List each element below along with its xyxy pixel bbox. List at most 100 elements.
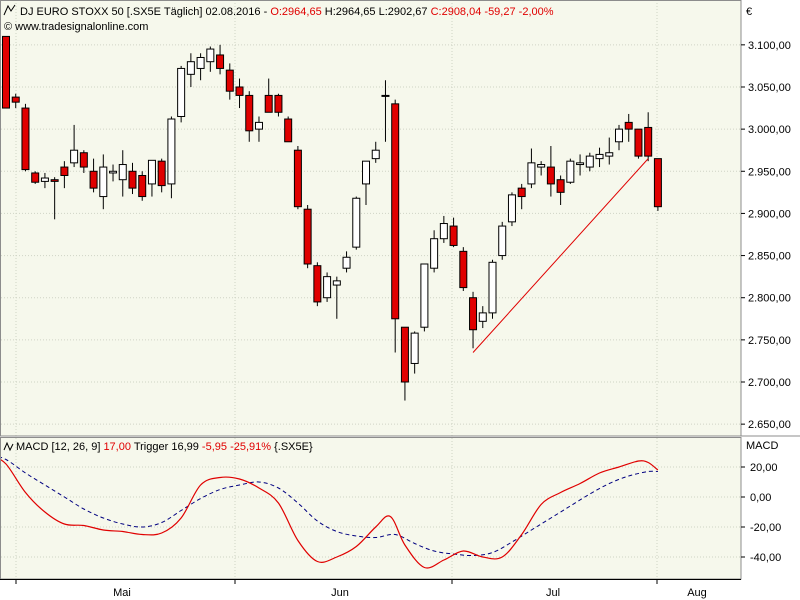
candle-body <box>89 170 98 189</box>
macd-plot-background <box>0 437 741 579</box>
candle <box>420 263 429 332</box>
trigger-value: 16,99 <box>171 441 199 453</box>
candle-body <box>118 164 127 181</box>
candle-body <box>147 159 156 185</box>
candle-body <box>196 56 205 69</box>
candle <box>264 78 273 113</box>
price-plot-frame <box>0 0 742 437</box>
candle-body <box>79 152 88 168</box>
candle <box>546 145 555 197</box>
candle-body <box>507 194 516 223</box>
macd-axis-title: MACD <box>746 440 778 452</box>
candle-body <box>420 263 429 328</box>
indicator-icon <box>3 441 14 452</box>
candle-body <box>21 107 30 171</box>
price-tick-label: 2.800,00 <box>748 293 791 305</box>
candle-body <box>478 312 487 322</box>
candle-body <box>2 35 10 109</box>
candle <box>254 116 263 142</box>
currency-label: € <box>746 6 752 18</box>
candle <box>605 137 614 165</box>
macd-value: 17,00 <box>103 441 131 453</box>
candle-body <box>585 155 594 168</box>
chart-header: DJ EURO STOXX 50 [.SX5E Täglich] 02.08.2… <box>20 6 554 18</box>
price-tick-label: 2.900,00 <box>748 208 791 220</box>
month-label: Jul <box>546 587 560 599</box>
candle <box>128 162 137 195</box>
candle-body <box>216 54 225 69</box>
price-tick-label: 3.000,00 <box>748 124 791 136</box>
candle <box>323 272 332 302</box>
month-label: Aug <box>687 587 707 599</box>
candle <box>624 113 633 142</box>
candle <box>449 217 458 248</box>
macd-trigger-line <box>0 456 658 557</box>
candle-body <box>576 162 585 166</box>
candle <box>595 147 604 168</box>
candle-body <box>644 126 653 157</box>
candle <box>177 65 186 123</box>
candle-body <box>177 67 186 117</box>
candle-body <box>400 326 409 383</box>
candle <box>430 230 439 273</box>
copyright-label: © www.tradesignalonline.com <box>4 21 148 33</box>
candle <box>313 262 322 307</box>
candle-body <box>566 160 575 183</box>
candle <box>614 124 623 151</box>
candle <box>517 183 526 210</box>
candle <box>576 154 585 176</box>
candle-body <box>342 256 351 269</box>
price-y-axis: 2.650,00 2.700,00 2.750,00 2.800,00 2.850,00… <box>741 40 791 431</box>
candle-body <box>469 297 478 331</box>
candle <box>206 46 215 72</box>
candle-body <box>439 223 448 240</box>
candle-body <box>391 103 400 320</box>
candle <box>332 276 341 319</box>
candle <box>303 204 312 269</box>
candle-body <box>634 128 643 157</box>
month-label: Jun <box>331 587 349 599</box>
macd-diff-percent: -25,91% <box>230 441 271 453</box>
candle-body <box>264 94 273 113</box>
candle <box>459 247 468 291</box>
macd-label: MACD [12, 26, 9] <box>16 441 100 453</box>
candle-body <box>449 225 458 246</box>
candle-body <box>410 332 419 364</box>
candle <box>2 35 10 109</box>
candle-body <box>11 96 20 103</box>
open-value: O:2964,65 <box>270 6 321 18</box>
macd-symbol: {.SX5E} <box>274 441 313 453</box>
candle <box>138 171 147 201</box>
candle-body <box>254 121 263 130</box>
macd-tick-label: 0,00 <box>750 492 771 504</box>
candle-body <box>352 197 361 248</box>
candle <box>498 221 507 260</box>
price-tick-label: 3.050,00 <box>748 82 791 94</box>
candle-body <box>167 118 176 185</box>
trigger-label: Trigger <box>134 441 169 453</box>
candle <box>352 196 361 250</box>
candle <box>40 172 49 189</box>
macd-line <box>0 458 659 569</box>
candle-body <box>284 118 293 143</box>
candle <box>284 116 293 143</box>
candle-body <box>527 162 536 185</box>
macd-diff: -5,95 <box>202 441 227 453</box>
candle <box>225 63 234 100</box>
macd-tick-label: -40,00 <box>750 552 781 564</box>
candle <box>245 91 254 142</box>
price-header: DJ EURO STOXX 50 [.SX5E Täglich] 02.08.2… <box>3 4 752 33</box>
candle <box>488 259 497 319</box>
candle-body <box>225 69 234 92</box>
candle <box>79 150 88 173</box>
interval-label: Täglich] <box>164 6 203 18</box>
candle-body <box>517 187 526 198</box>
candle <box>293 145 302 210</box>
candle <box>196 53 205 81</box>
candle <box>21 103 30 172</box>
candle <box>478 306 487 329</box>
candle-body <box>99 166 108 198</box>
macd-tick-label: 20,00 <box>750 462 778 474</box>
price-tick-label: 2.950,00 <box>748 166 791 178</box>
candle <box>70 124 79 168</box>
